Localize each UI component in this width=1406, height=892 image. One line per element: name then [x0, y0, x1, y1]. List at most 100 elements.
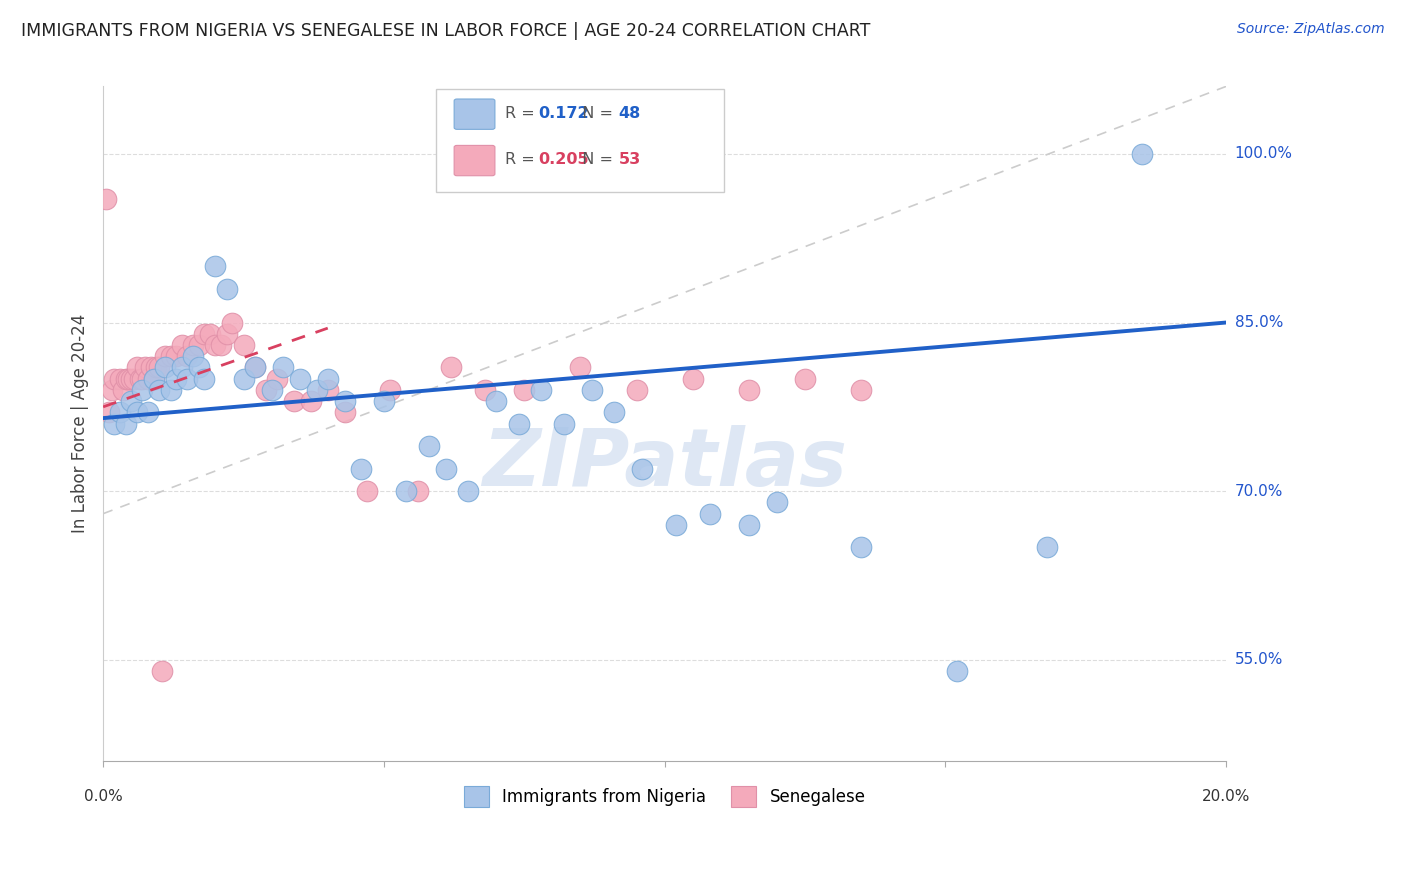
Point	[165, 349, 187, 363]
Point	[142, 372, 165, 386]
Text: ZIPatlas: ZIPatlas	[482, 425, 848, 503]
Point	[243, 360, 266, 375]
Text: IMMIGRANTS FROM NIGERIA VS SENEGALESE IN LABOR FORCE | AGE 20-24 CORRELATION CHA: IMMIGRANTS FROM NIGERIA VS SENEGALESE IN…	[21, 22, 870, 40]
Point	[232, 338, 254, 352]
Point	[243, 360, 266, 375]
Point	[851, 383, 873, 397]
Point	[114, 372, 136, 386]
Point	[440, 360, 463, 375]
Point	[204, 260, 226, 274]
Point	[305, 383, 328, 397]
Point	[232, 372, 254, 386]
Point	[120, 394, 142, 409]
Text: 48: 48	[619, 106, 641, 120]
Point	[170, 360, 193, 375]
Point	[569, 360, 592, 375]
Point	[193, 326, 215, 341]
Point	[148, 360, 170, 375]
Point	[148, 383, 170, 397]
Point	[94, 192, 117, 206]
Text: 53: 53	[619, 153, 641, 167]
Point	[187, 360, 209, 375]
Point	[626, 383, 648, 397]
Point	[945, 664, 967, 678]
Point	[699, 507, 721, 521]
Point	[215, 282, 238, 296]
Point	[131, 383, 153, 397]
Point	[1035, 541, 1057, 555]
Point	[485, 394, 508, 409]
Point	[136, 372, 159, 386]
Point	[738, 517, 761, 532]
Point	[204, 338, 226, 352]
Y-axis label: In Labor Force | Age 20-24: In Labor Force | Age 20-24	[72, 314, 89, 533]
Point	[170, 338, 193, 352]
Point	[215, 326, 238, 341]
Point	[145, 360, 167, 375]
Point	[513, 383, 536, 397]
Point	[373, 394, 395, 409]
Point	[136, 405, 159, 419]
Point	[142, 372, 165, 386]
Point	[665, 517, 688, 532]
Point	[530, 383, 553, 397]
Point	[682, 372, 704, 386]
Point	[378, 383, 401, 397]
Point	[153, 349, 176, 363]
Point	[134, 360, 156, 375]
Legend: Immigrants from Nigeria, Senegalese: Immigrants from Nigeria, Senegalese	[457, 780, 872, 814]
Point	[581, 383, 603, 397]
Point	[125, 405, 148, 419]
Point	[260, 383, 283, 397]
Text: R =: R =	[505, 106, 540, 120]
Point	[221, 316, 243, 330]
Text: 0.0%: 0.0%	[84, 789, 122, 805]
Point	[128, 372, 150, 386]
Point	[288, 372, 311, 386]
Point	[457, 484, 479, 499]
Point	[434, 461, 457, 475]
Point	[114, 417, 136, 431]
Point	[187, 338, 209, 352]
Text: N =: N =	[572, 153, 619, 167]
Text: 100.0%: 100.0%	[1234, 146, 1292, 161]
Point	[108, 405, 131, 419]
Point	[209, 338, 232, 352]
Point	[508, 417, 530, 431]
Point	[738, 383, 761, 397]
Text: Source: ZipAtlas.com: Source: ZipAtlas.com	[1237, 22, 1385, 37]
Point	[299, 394, 322, 409]
Point	[111, 383, 134, 397]
Point	[181, 338, 204, 352]
Point	[150, 664, 173, 678]
Point	[553, 417, 575, 431]
Point	[97, 405, 120, 419]
Point	[794, 372, 817, 386]
Point	[122, 372, 145, 386]
Point	[159, 349, 181, 363]
Point	[603, 405, 626, 419]
Point	[350, 461, 373, 475]
Point	[153, 360, 176, 375]
Point	[103, 417, 125, 431]
Point	[100, 383, 122, 397]
Point	[103, 372, 125, 386]
Point	[117, 372, 139, 386]
Point	[271, 360, 294, 375]
Point	[356, 484, 378, 499]
Text: N =: N =	[572, 106, 619, 120]
Point	[193, 372, 215, 386]
Text: 20.0%: 20.0%	[1202, 789, 1250, 805]
Point	[474, 383, 496, 397]
Point	[266, 372, 288, 386]
Point	[851, 541, 873, 555]
Point	[316, 383, 339, 397]
Text: 0.172: 0.172	[538, 106, 589, 120]
Point	[159, 383, 181, 397]
Point	[176, 372, 198, 386]
Point	[198, 326, 221, 341]
Point	[181, 349, 204, 363]
Point	[165, 372, 187, 386]
Point	[125, 360, 148, 375]
Point	[418, 439, 440, 453]
